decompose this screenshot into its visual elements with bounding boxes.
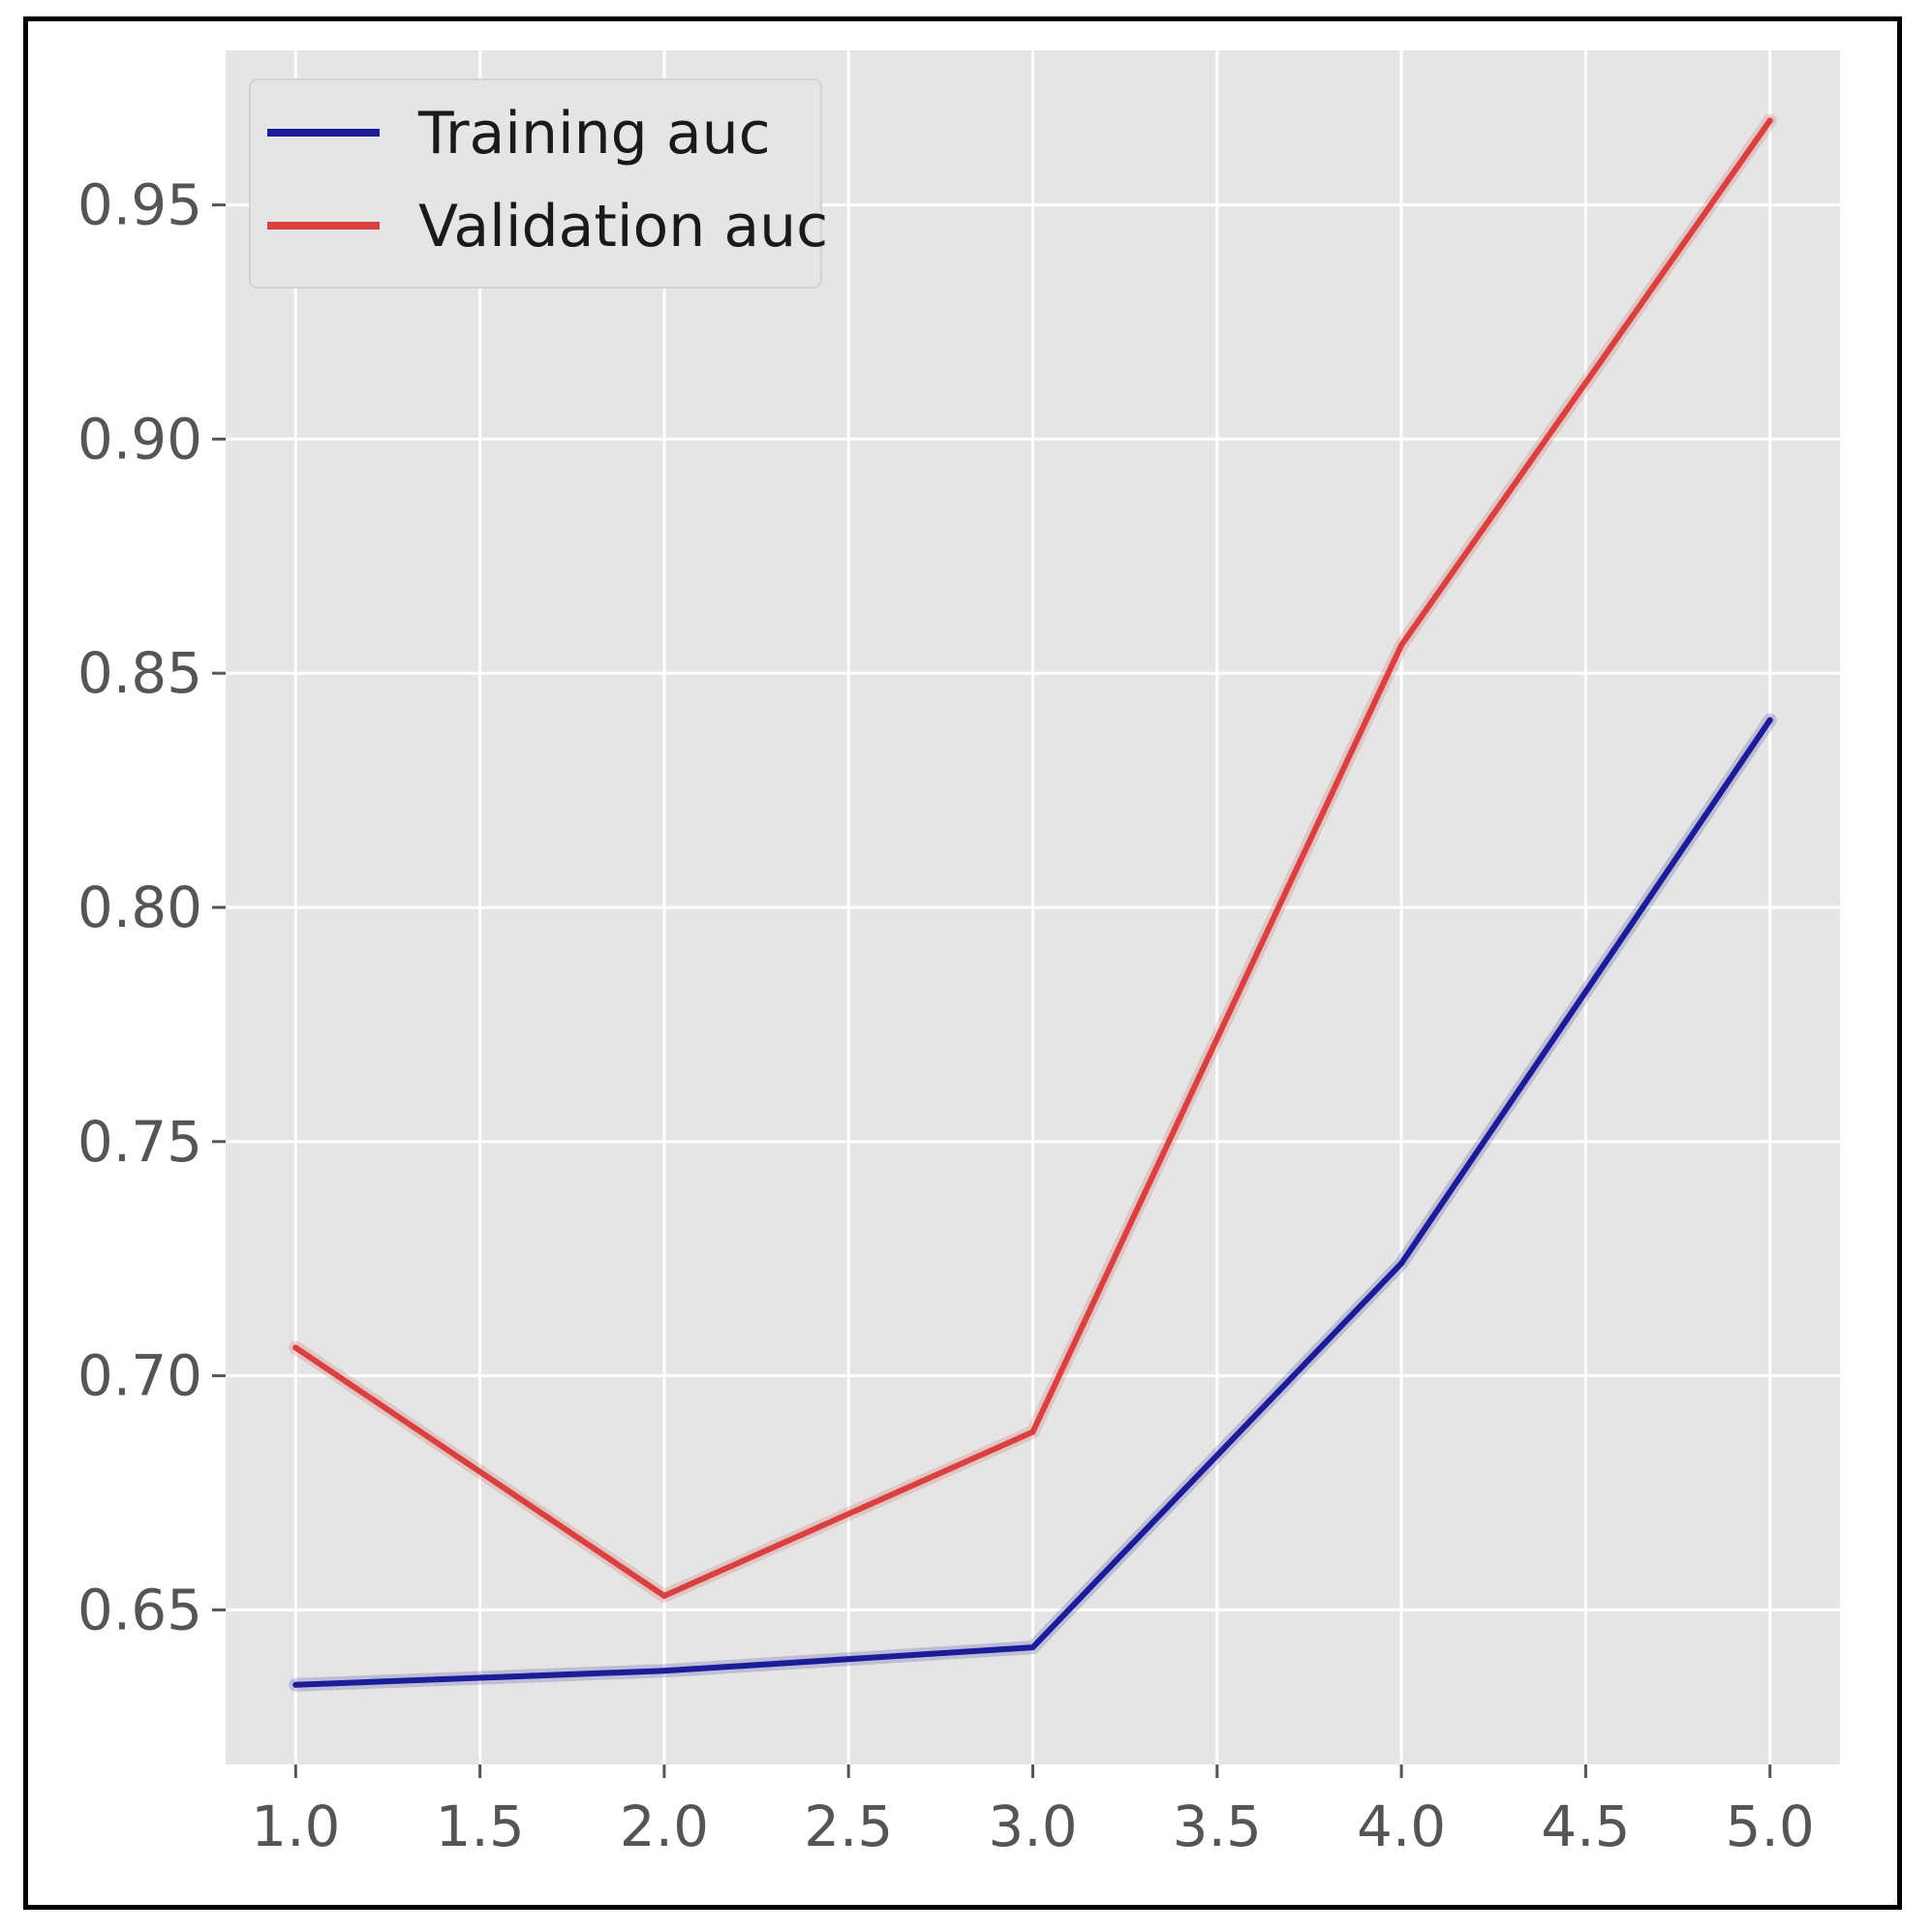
y-tick-label: 0.90: [77, 406, 202, 472]
x-tick-label: 3.5: [1173, 1794, 1262, 1859]
y-tick-label: 0.75: [77, 1109, 202, 1175]
data-point-training-auc: [660, 1668, 667, 1674]
x-tick-label: 4.5: [1541, 1794, 1630, 1859]
x-tick-label: 1.5: [435, 1794, 524, 1859]
data-point-validation-auc: [1766, 117, 1773, 124]
x-tick-label: 4.0: [1357, 1794, 1446, 1859]
x-tick-label: 2.5: [804, 1794, 893, 1859]
legend-label-training-auc: Training auc: [417, 100, 771, 168]
y-tick-label: 0.80: [77, 874, 202, 940]
data-point-training-auc: [1398, 1260, 1405, 1267]
x-tick-label: 2.0: [620, 1794, 709, 1859]
data-point-validation-auc: [1029, 1428, 1036, 1435]
data-point-training-auc: [1766, 717, 1773, 723]
data-series: [289, 113, 1777, 1692]
legend-box: [249, 78, 822, 289]
data-point-validation-auc: [660, 1592, 667, 1599]
x-tick-label: 1.0: [251, 1794, 340, 1859]
y-tick-label: 0.85: [77, 640, 202, 706]
x-tick-label: 5.0: [1726, 1794, 1815, 1859]
y-tick-label: 0.95: [77, 172, 202, 238]
y-tick-label: 0.65: [77, 1577, 202, 1642]
data-point-validation-auc: [292, 1344, 299, 1351]
data-point-training-auc: [292, 1681, 299, 1688]
x-tick-label: 3.0: [988, 1794, 1077, 1859]
data-point-training-auc: [1029, 1644, 1036, 1651]
data-point-validation-auc: [1398, 642, 1405, 649]
y-tick-label: 0.70: [77, 1343, 202, 1409]
grid-lines: [226, 50, 1840, 1764]
legend: Training auc Validation auc: [249, 78, 828, 289]
axis-ticks: 1.0 1.5 2.0 2.5 3.0 3.5 4.0 4.5 5.0 0.65 0.70 0.75 0…: [77, 172, 1815, 1859]
legend-label-validation-auc: Validation auc: [418, 193, 828, 261]
